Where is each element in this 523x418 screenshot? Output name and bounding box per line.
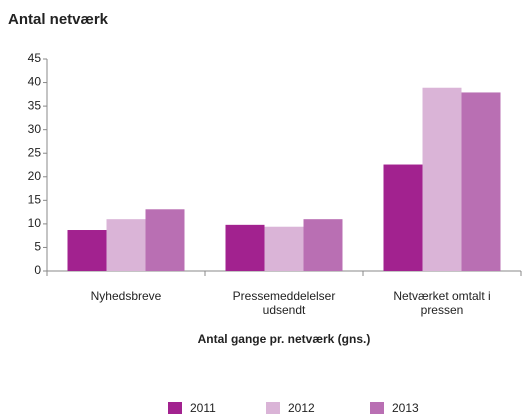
bar (264, 226, 304, 271)
legend-label: 2012 (288, 401, 315, 415)
x-tick-label: Pressemeddelelser udsendt (232, 289, 336, 317)
legend-swatch (370, 402, 384, 414)
bar (225, 224, 265, 271)
y-tick-label: 0 (34, 263, 41, 277)
legend-swatch (266, 402, 280, 414)
chart-title: Antal netværk (8, 11, 109, 28)
bar (106, 219, 146, 271)
bar (461, 92, 501, 272)
y-tick-label: 45 (28, 51, 42, 65)
y-tick-label: 30 (28, 122, 42, 136)
y-tick-label: 35 (28, 98, 42, 112)
y-tick-label: 40 (28, 75, 42, 89)
y-tick-label: 5 (34, 240, 41, 254)
bar (145, 209, 185, 271)
y-tick-label: 15 (28, 193, 42, 207)
legend-label: 2013 (392, 401, 419, 415)
legend-label: 2011 (190, 401, 216, 415)
x-tick-label: Nyhedsbreve (90, 289, 162, 303)
bar (422, 87, 462, 271)
y-tick-label: 10 (28, 216, 42, 230)
y-tick-label: 25 (28, 145, 42, 159)
bar (303, 219, 343, 271)
x-tick-label: Netværket omtalt i pressen (393, 289, 491, 317)
legend-swatch (168, 402, 182, 414)
y-tick-label: 20 (28, 169, 42, 183)
x-axis-label: Antal gange pr. netværk (gns.) (198, 332, 371, 346)
bar (67, 230, 107, 271)
bar (383, 164, 423, 271)
